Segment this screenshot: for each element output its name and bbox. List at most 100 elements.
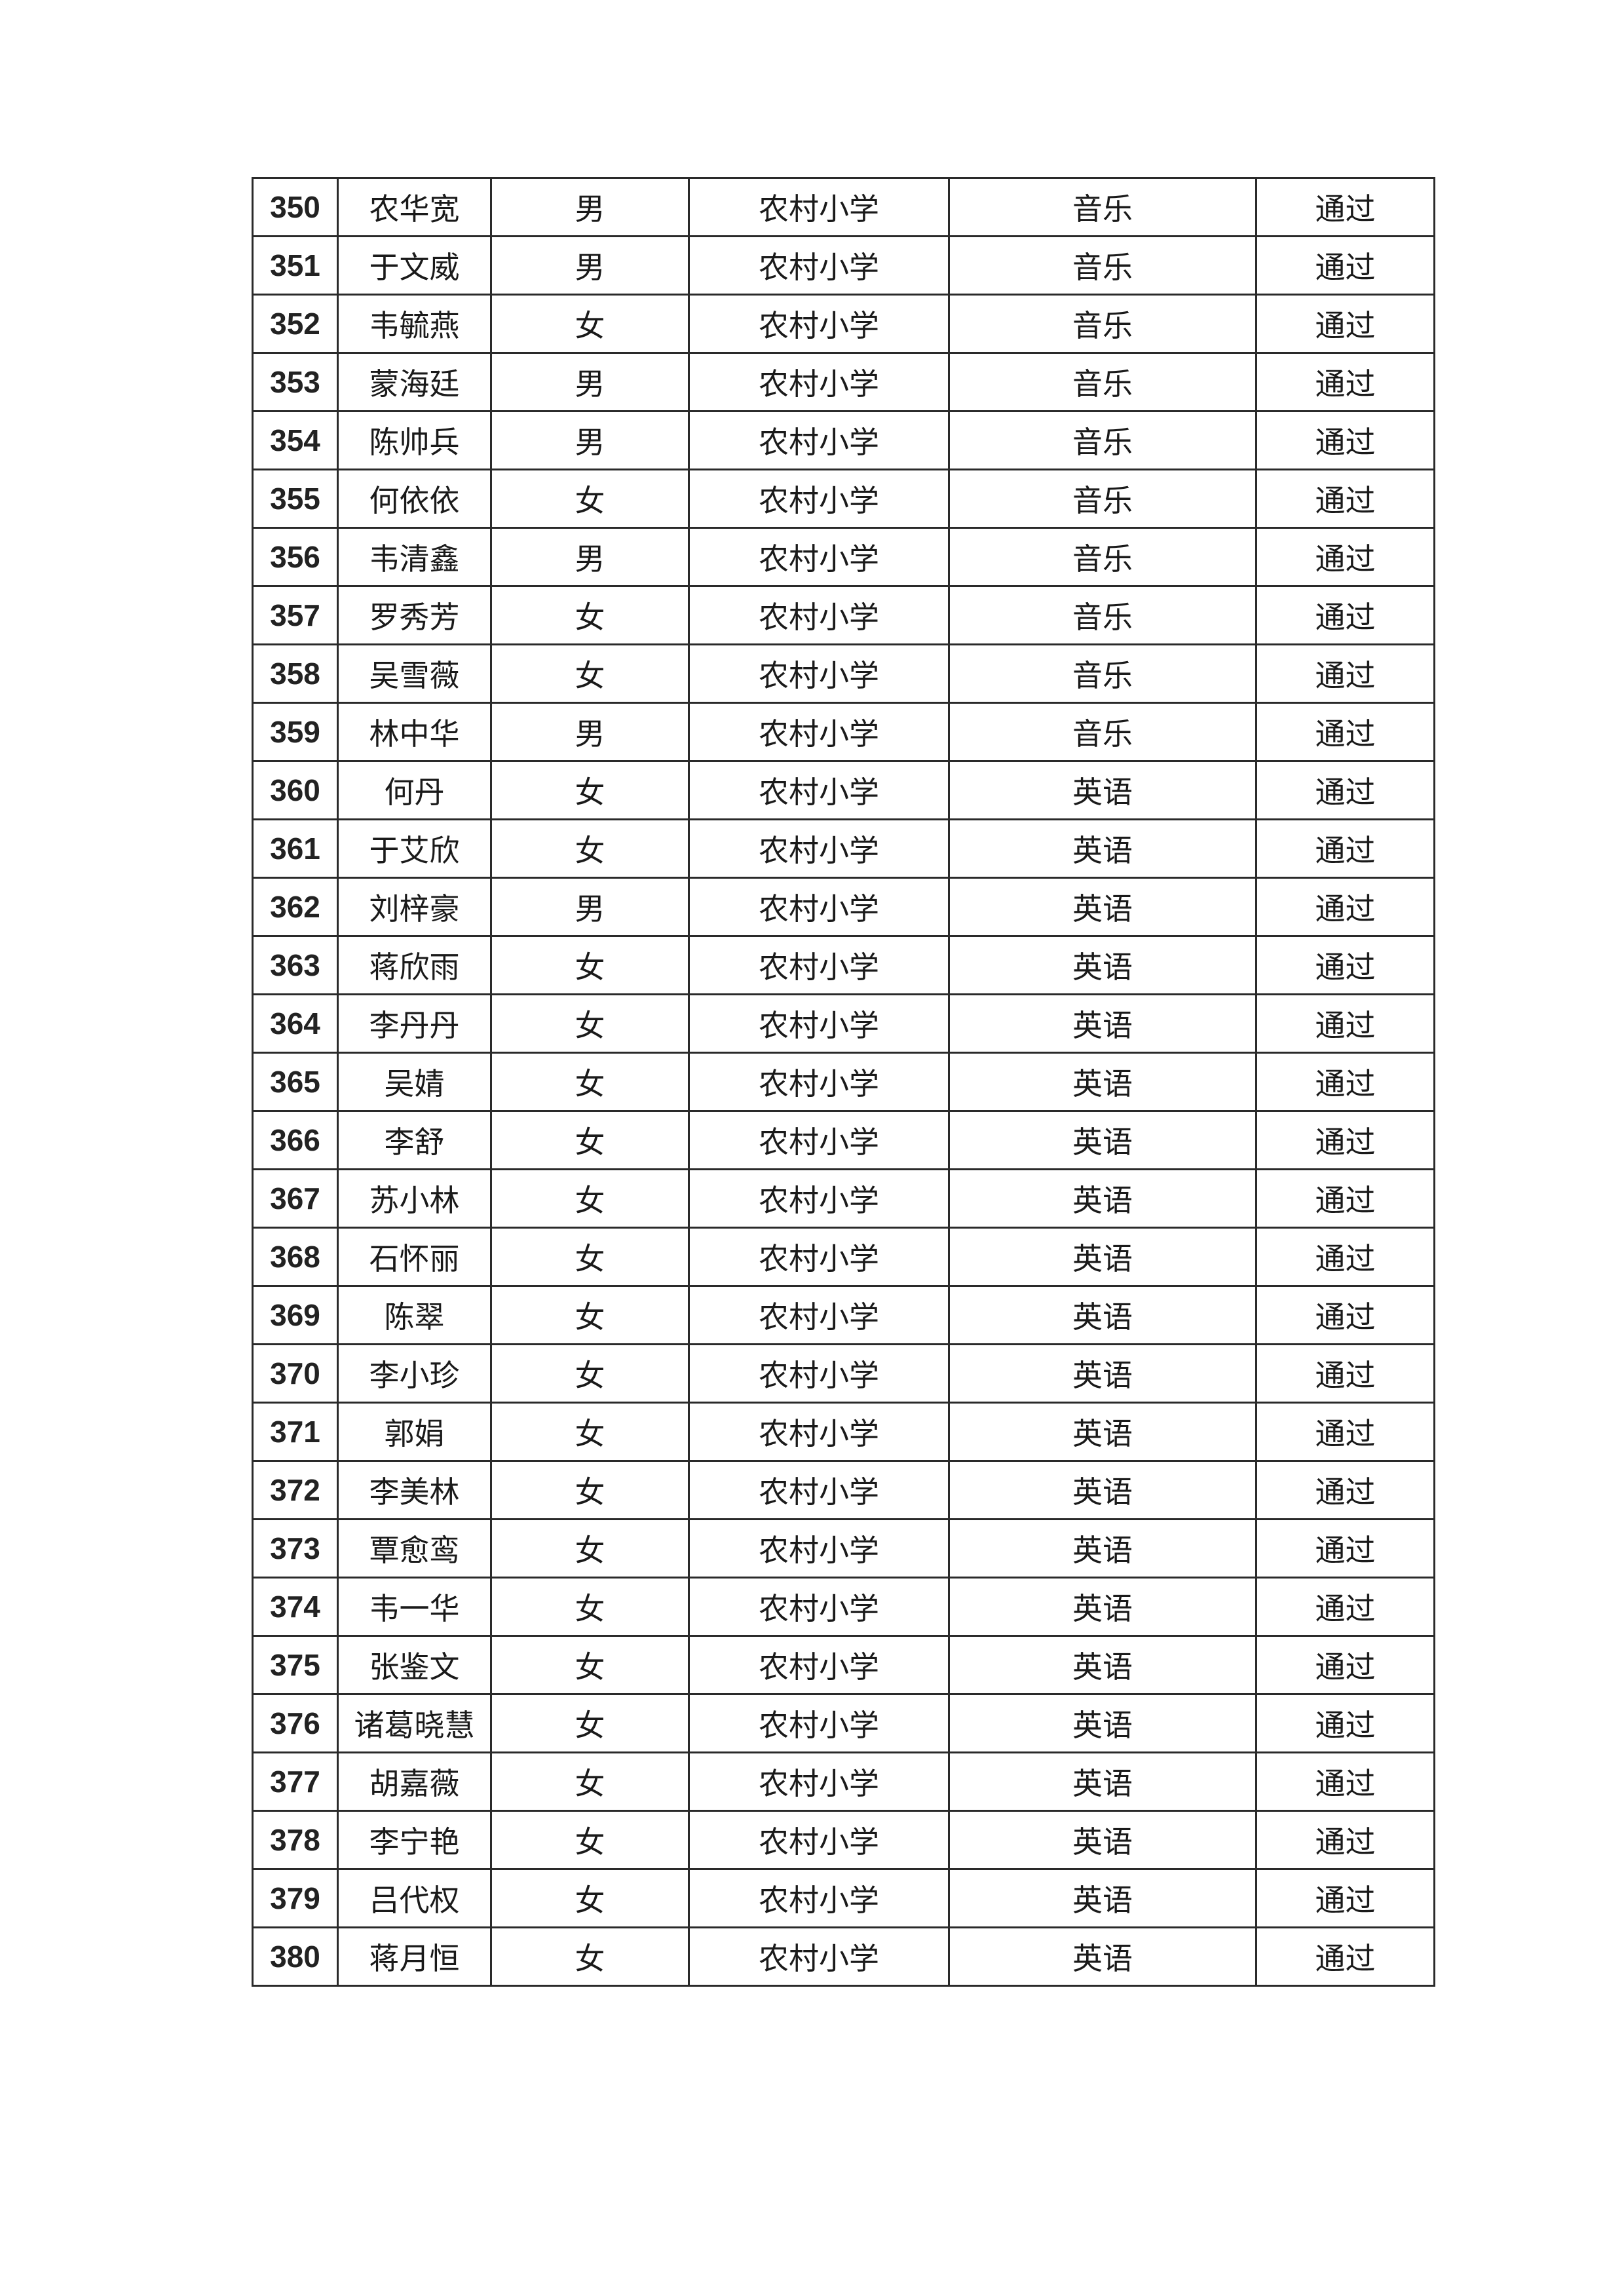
result-cell: 通过 <box>1255 177 1435 237</box>
result-cell: 通过 <box>1255 235 1435 296</box>
row-number-cell: 355 <box>252 469 339 529</box>
school-type-cell: 农村小学 <box>688 1926 950 1987</box>
table-row: 368 石怀丽女农村小学 英语 通过 <box>252 1227 1435 1287</box>
name-cell: 罗秀芳 <box>337 585 492 645</box>
table-row: 358 吴雪薇女农村小学 音乐 通过 <box>252 643 1435 704</box>
name-cell: 吴婧 <box>337 1052 492 1112</box>
gender-cell: 女 <box>490 818 690 879</box>
name-cell: 蒋欣雨 <box>337 935 492 995</box>
subject-cell: 英语 <box>948 1693 1257 1753</box>
name-cell: 蒋月恒 <box>337 1926 492 1987</box>
subject-cell: 英语 <box>948 1168 1257 1229</box>
name-cell: 覃愈鸾 <box>337 1518 492 1578</box>
row-number-cell: 368 <box>252 1227 339 1287</box>
result-cell: 通过 <box>1255 877 1435 937</box>
name-cell: 石怀丽 <box>337 1227 492 1287</box>
gender-cell: 男 <box>490 527 690 587</box>
name-cell: 刘梓豪 <box>337 877 492 937</box>
result-cell: 通过 <box>1255 1868 1435 1928</box>
table-row: 364 李丹丹女农村小学 英语 通过 <box>252 993 1435 1054</box>
gender-cell: 女 <box>490 1868 690 1928</box>
name-cell: 李舒 <box>337 1110 492 1170</box>
school-type-cell: 农村小学 <box>688 643 950 704</box>
table-row: 354 陈帅兵男农村小学 音乐 通过 <box>252 410 1435 470</box>
table-row: 374 韦一华女农村小学 英语 通过 <box>252 1577 1435 1637</box>
subject-cell: 英语 <box>948 877 1257 937</box>
gender-cell: 女 <box>490 1635 690 1695</box>
table-row: 363 蒋欣雨女农村小学 英语 通过 <box>252 935 1435 995</box>
row-number-cell: 358 <box>252 643 339 704</box>
name-cell: 农华宽 <box>337 177 492 237</box>
result-cell: 通过 <box>1255 1693 1435 1753</box>
gender-cell: 女 <box>490 1751 690 1812</box>
row-number-cell: 359 <box>252 702 339 762</box>
table-row: 362 刘梓豪男农村小学 英语 通过 <box>252 877 1435 937</box>
row-number-cell: 365 <box>252 1052 339 1112</box>
row-number-cell: 373 <box>252 1518 339 1578</box>
row-number-cell: 379 <box>252 1868 339 1928</box>
gender-cell: 女 <box>490 1577 690 1637</box>
row-number-cell: 371 <box>252 1402 339 1462</box>
school-type-cell: 农村小学 <box>688 1518 950 1578</box>
table-row: 366 李舒女农村小学 英语 通过 <box>252 1110 1435 1170</box>
subject-cell: 音乐 <box>948 410 1257 470</box>
subject-cell: 英语 <box>948 1518 1257 1578</box>
row-number-cell: 370 <box>252 1343 339 1404</box>
name-cell: 吴雪薇 <box>337 643 492 704</box>
row-number-cell: 376 <box>252 1693 339 1753</box>
school-type-cell: 农村小学 <box>688 818 950 879</box>
table-row: 371 郭娟女农村小学 英语 通过 <box>252 1402 1435 1462</box>
table-row: 357 罗秀芳女农村小学 音乐 通过 <box>252 585 1435 645</box>
table-row: 365 吴婧女农村小学 英语 通过 <box>252 1052 1435 1112</box>
school-type-cell: 农村小学 <box>688 585 950 645</box>
gender-cell: 女 <box>490 1402 690 1462</box>
table-row: 379 吕代权女农村小学 英语 通过 <box>252 1868 1435 1928</box>
gender-cell: 女 <box>490 1168 690 1229</box>
subject-cell: 英语 <box>948 1577 1257 1637</box>
name-cell: 胡嘉薇 <box>337 1751 492 1812</box>
subject-cell: 英语 <box>948 1926 1257 1987</box>
name-cell: 李宁艳 <box>337 1810 492 1870</box>
school-type-cell: 农村小学 <box>688 1868 950 1928</box>
row-number-cell: 361 <box>252 818 339 879</box>
table-row: 356 韦清鑫男农村小学 音乐 通过 <box>252 527 1435 587</box>
row-number-cell: 377 <box>252 1751 339 1812</box>
result-cell: 通过 <box>1255 702 1435 762</box>
table-row: 376 诸葛晓慧女农村小学 英语 通过 <box>252 1693 1435 1753</box>
name-cell: 吕代权 <box>337 1868 492 1928</box>
result-cell: 通过 <box>1255 818 1435 879</box>
table-row: 359 林中华男农村小学 音乐 通过 <box>252 702 1435 762</box>
school-type-cell: 农村小学 <box>688 935 950 995</box>
name-cell: 蒙海廷 <box>337 352 492 412</box>
result-cell: 通过 <box>1255 1052 1435 1112</box>
row-number-cell: 366 <box>252 1110 339 1170</box>
name-cell: 韦清鑫 <box>337 527 492 587</box>
table-row: 355 何依依女农村小学 音乐 通过 <box>252 469 1435 529</box>
result-cell: 通过 <box>1255 410 1435 470</box>
name-cell: 李小珍 <box>337 1343 492 1404</box>
subject-cell: 英语 <box>948 1402 1257 1462</box>
school-type-cell: 农村小学 <box>688 877 950 937</box>
subject-cell: 音乐 <box>948 643 1257 704</box>
result-cell: 通过 <box>1255 1168 1435 1229</box>
gender-cell: 男 <box>490 352 690 412</box>
row-number-cell: 372 <box>252 1460 339 1520</box>
results-table: 350 农华宽男农村小学 音乐 通过 351 于文威男农村小学 音乐 通过 352 韦毓燕女农村小… <box>252 177 1435 1987</box>
gender-cell: 女 <box>490 1227 690 1287</box>
subject-cell: 音乐 <box>948 235 1257 296</box>
subject-cell: 音乐 <box>948 527 1257 587</box>
table-row: 378 李宁艳女农村小学 英语 通过 <box>252 1810 1435 1870</box>
gender-cell: 女 <box>490 1052 690 1112</box>
table-row: 375 张鉴文女农村小学 英语 通过 <box>252 1635 1435 1695</box>
school-type-cell: 农村小学 <box>688 1110 950 1170</box>
table-row: 369 陈翠女农村小学 英语 通过 <box>252 1285 1435 1345</box>
row-number-cell: 362 <box>252 877 339 937</box>
result-cell: 通过 <box>1255 352 1435 412</box>
subject-cell: 英语 <box>948 935 1257 995</box>
subject-cell: 英语 <box>948 1227 1257 1287</box>
school-type-cell: 农村小学 <box>688 1052 950 1112</box>
table-row: 351 于文威男农村小学 音乐 通过 <box>252 235 1435 296</box>
school-type-cell: 农村小学 <box>688 469 950 529</box>
result-cell: 通过 <box>1255 1343 1435 1404</box>
table-row: 350 农华宽男农村小学 音乐 通过 <box>252 177 1435 237</box>
